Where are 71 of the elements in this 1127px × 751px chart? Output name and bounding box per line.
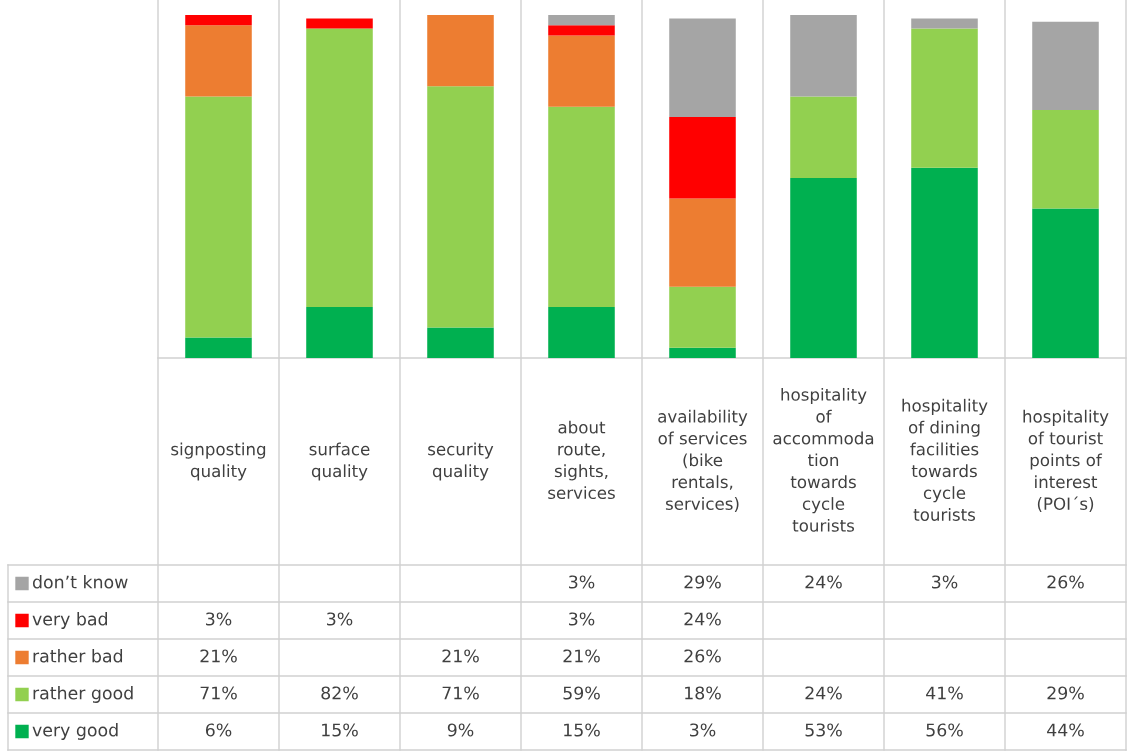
bar — [548, 307, 615, 358]
bar — [306, 18, 373, 29]
data-label: 56% — [926, 723, 963, 737]
data-label: 18% — [685, 686, 721, 700]
bar — [669, 18, 736, 117]
bar — [1032, 110, 1099, 209]
data-label: 3% — [569, 612, 595, 626]
data-label: 3% — [206, 612, 232, 626]
data-label: 41% — [926, 686, 963, 700]
data-label: 71% — [442, 686, 479, 700]
data-label: 3% — [327, 612, 353, 626]
x-tick-label: availability of services (bike rentals, services) — [658, 409, 748, 512]
bar — [790, 178, 857, 358]
data-label: 24% — [684, 612, 721, 626]
data-label: 6% — [205, 723, 232, 737]
bar — [306, 307, 373, 358]
legend-label: very bad — [32, 612, 107, 629]
bar — [185, 337, 252, 358]
data-label: 21% — [442, 649, 479, 663]
data-label: 29% — [1047, 686, 1084, 700]
data-label: 44% — [1047, 723, 1084, 737]
bar — [185, 25, 252, 97]
legend-label: rather bad — [33, 649, 123, 663]
bar — [185, 96, 252, 338]
data-label: 3% — [690, 723, 716, 737]
x-tick-label: security quality — [428, 442, 494, 481]
bar — [548, 106, 615, 308]
bar — [669, 116, 736, 199]
x-tick-label: surface quality — [309, 442, 370, 481]
data-label: 59% — [563, 686, 600, 700]
data-label: 3% — [569, 575, 595, 589]
bar — [911, 18, 978, 29]
data-label: 71% — [200, 686, 237, 700]
bar — [427, 327, 494, 358]
x-tick-label: hospitality of dining facilities towards cycle tourists — [902, 398, 988, 521]
data-label: 82% — [321, 686, 358, 700]
bar — [911, 28, 978, 168]
bar — [306, 28, 373, 308]
legend-label: rather good — [33, 686, 133, 703]
x-tick-label: hospitality of tourist points of interest (POI´s) — [1023, 409, 1109, 512]
data-label: 24% — [805, 686, 842, 700]
x-tick-label: signposting quality — [171, 442, 266, 481]
bar — [669, 198, 736, 287]
bar — [790, 15, 857, 97]
data-label: 21% — [200, 649, 237, 663]
data-label: 9% — [447, 723, 474, 737]
bar — [427, 86, 494, 328]
bar — [790, 96, 857, 179]
x-tick-label: about route, sights, services — [548, 420, 615, 500]
data-label: 29% — [684, 575, 721, 589]
bar — [548, 25, 615, 36]
bar — [669, 347, 736, 358]
data-label: 53% — [805, 723, 842, 737]
data-label: 15% — [564, 723, 600, 737]
bar — [1032, 208, 1099, 358]
bar — [548, 15, 615, 26]
bar — [548, 35, 615, 107]
data-label: 3% — [932, 575, 958, 589]
bar — [911, 167, 978, 358]
x-tick-label: hospitality of accommoda tion towards cycle tourists — [773, 387, 874, 532]
data-label: 15% — [322, 723, 358, 737]
bar — [669, 286, 736, 348]
data-label: 26% — [1047, 575, 1084, 589]
legend-label: very good — [32, 723, 118, 740]
data-label: 21% — [563, 649, 600, 663]
bar — [427, 15, 494, 87]
data-label: 24% — [805, 575, 842, 589]
data-label: 26% — [684, 649, 721, 663]
bar — [185, 15, 252, 26]
bar — [1032, 21, 1099, 111]
legend-label: don’t know — [32, 575, 128, 589]
